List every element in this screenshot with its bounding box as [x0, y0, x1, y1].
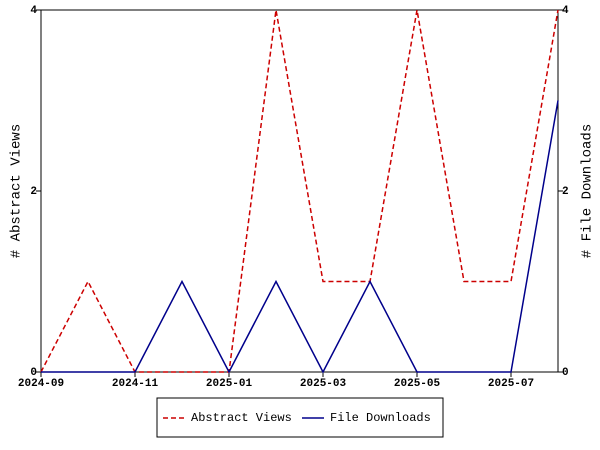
x-tick-label: 2024-09 [18, 378, 64, 390]
y-tick-label: 2 [30, 186, 37, 198]
x-tick-label: 2025-03 [300, 378, 347, 390]
series-line [41, 100, 559, 374]
y2-tick-label: 0 [562, 367, 569, 379]
y2-tick-label: 2 [562, 186, 569, 198]
x-tick-label: 2025-05 [394, 378, 441, 390]
x-tick-label: 2024-11 [112, 378, 159, 390]
x-tick-label: 2025-01 [206, 378, 253, 390]
y2-axis-label: # File Downloads [580, 124, 596, 258]
legend-box [156, 397, 444, 438]
y-tick-label: 4 [30, 5, 37, 17]
y-axis-label: # Abstract Views [9, 124, 25, 258]
y-tick-label: 0 [30, 367, 37, 379]
plot-frame [40, 9, 559, 373]
series-line [40, 9, 559, 373]
legend-label: Abstract Views [191, 411, 292, 425]
y2-tick-label: 4 [562, 5, 569, 17]
legend-label: File Downloads [330, 411, 431, 425]
x-tick-label: 2025-07 [488, 378, 534, 390]
